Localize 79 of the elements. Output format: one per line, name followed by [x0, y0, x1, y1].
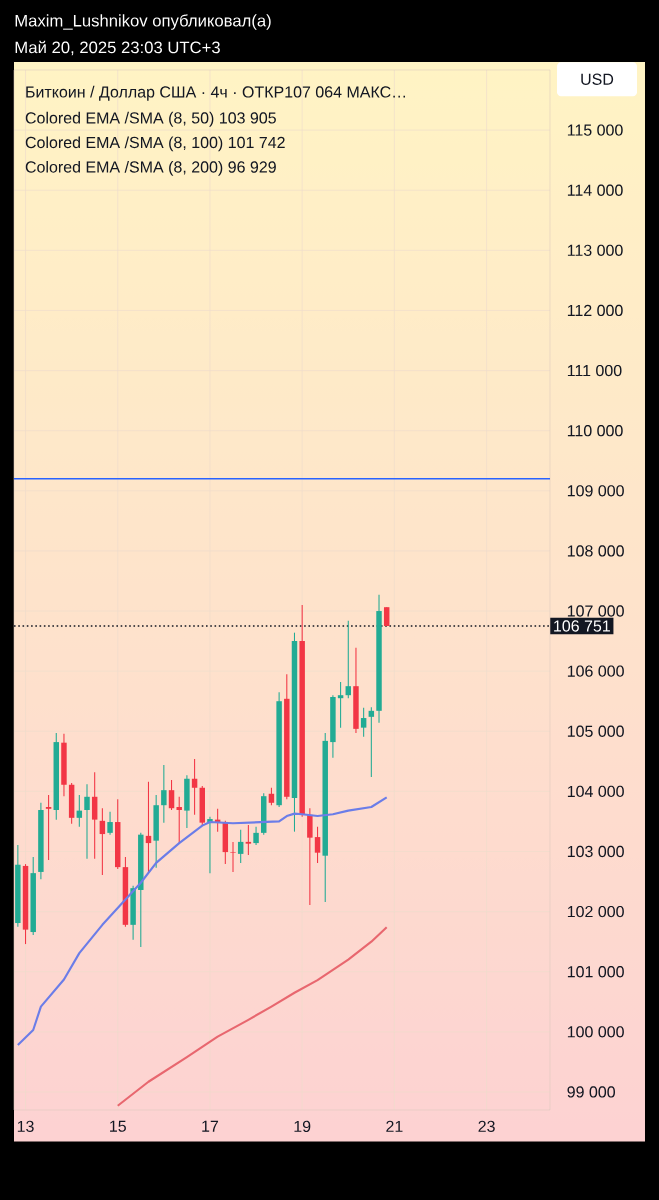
y-tick-label: 102 000 [567, 905, 624, 918]
y-tick-label: 108 000 [567, 545, 624, 557]
candlestick [22, 863, 29, 945]
y-tick-label: 105 000 [567, 725, 624, 737]
candlestick [330, 694, 336, 759]
candlestick [376, 594, 382, 724]
y-tick-label: 106 000 [567, 665, 624, 677]
candlestick [253, 826, 259, 846]
y-tick-label: 107 000 [567, 605, 624, 617]
candlestick [299, 604, 305, 818]
candlestick [237, 829, 244, 864]
candlestick [53, 732, 60, 821]
y-tick-label: 104 000 [567, 785, 624, 798]
y-tick-label: 113 000 [567, 244, 623, 256]
candlestick [122, 856, 129, 928]
ref-line-label: 106 751 [554, 620, 610, 632]
candlestick [161, 764, 167, 824]
candlestick [368, 706, 375, 778]
candlestick [360, 707, 367, 738]
candlestick [168, 779, 175, 811]
candlestick [76, 794, 83, 828]
y-tick-label: 110 000 [567, 425, 623, 437]
candlestick [138, 832, 144, 948]
candlestick [261, 792, 267, 836]
candlestick [383, 606, 390, 627]
y-tick-label: 111 000 [567, 364, 622, 377]
candlestick [30, 856, 36, 936]
text: Май 20, 2025 23:03 UTC+3 [15, 40, 220, 56]
annotation: Colored EMA /SMA (8, 50) 103 905 [25, 111, 276, 127]
annotation: Colored EMA /SMA (8, 100) 101 742 [25, 136, 285, 152]
x-tick-label: 13 [17, 1120, 34, 1133]
candlestick [61, 733, 67, 797]
annotation: Colored EMA /SMA (8, 200) 96 929 [25, 160, 276, 176]
y-tick-label: 101 000 [567, 966, 624, 978]
candlestick [115, 798, 121, 870]
candlestick [307, 807, 313, 906]
y-tick-label: 99 000 [567, 1086, 615, 1098]
y-tick-label: 112 000 [567, 304, 623, 317]
y-tick-label: 100 000 [567, 1026, 624, 1038]
text: ОТКР107 064 МАКС… [242, 86, 405, 98]
candlestick [291, 632, 298, 833]
text: Биткоин / Доллар США · 4ч · [26, 85, 236, 101]
candlestick [145, 781, 152, 874]
candlestick [222, 820, 229, 865]
candlestick [345, 620, 352, 699]
y-tick-label: 114 000 [567, 184, 623, 196]
y-axis-title: USD [581, 73, 614, 85]
candlestick [353, 647, 359, 734]
x-tick-label: 21 [386, 1120, 403, 1132]
candlestick [245, 824, 252, 856]
candlestick [130, 885, 136, 941]
candlestick [45, 794, 52, 861]
candlestick [199, 785, 206, 827]
candlestick [184, 774, 190, 829]
candlestick [107, 811, 113, 836]
candlestick [84, 783, 90, 860]
candlestick [284, 673, 290, 800]
candlestick [153, 794, 159, 869]
x-tick-label: 17 [202, 1120, 219, 1132]
candlestick [68, 782, 75, 825]
candlestick [337, 681, 344, 729]
candlestick [230, 841, 236, 873]
candlestick [276, 691, 282, 808]
candlestick [191, 758, 198, 816]
y-tick-label: 109 000 [567, 485, 624, 497]
text: Maxim_Lushnikov опубликовал(а) [15, 14, 271, 30]
x-tick-label: 19 [294, 1120, 311, 1133]
line-series [116, 926, 388, 1107]
candlestick [176, 796, 182, 845]
candlestick [38, 802, 44, 880]
y-tick-label: 103 000 [567, 845, 624, 858]
candlestick [322, 732, 328, 903]
candlestick [15, 844, 21, 928]
y-tick-label: 115 000 [567, 124, 623, 136]
candlestick [99, 807, 106, 876]
x-tick-label: 15 [110, 1120, 126, 1132]
x-tick-label: 23 [478, 1120, 495, 1133]
candlestick [314, 826, 321, 864]
candlestick [91, 771, 98, 860]
